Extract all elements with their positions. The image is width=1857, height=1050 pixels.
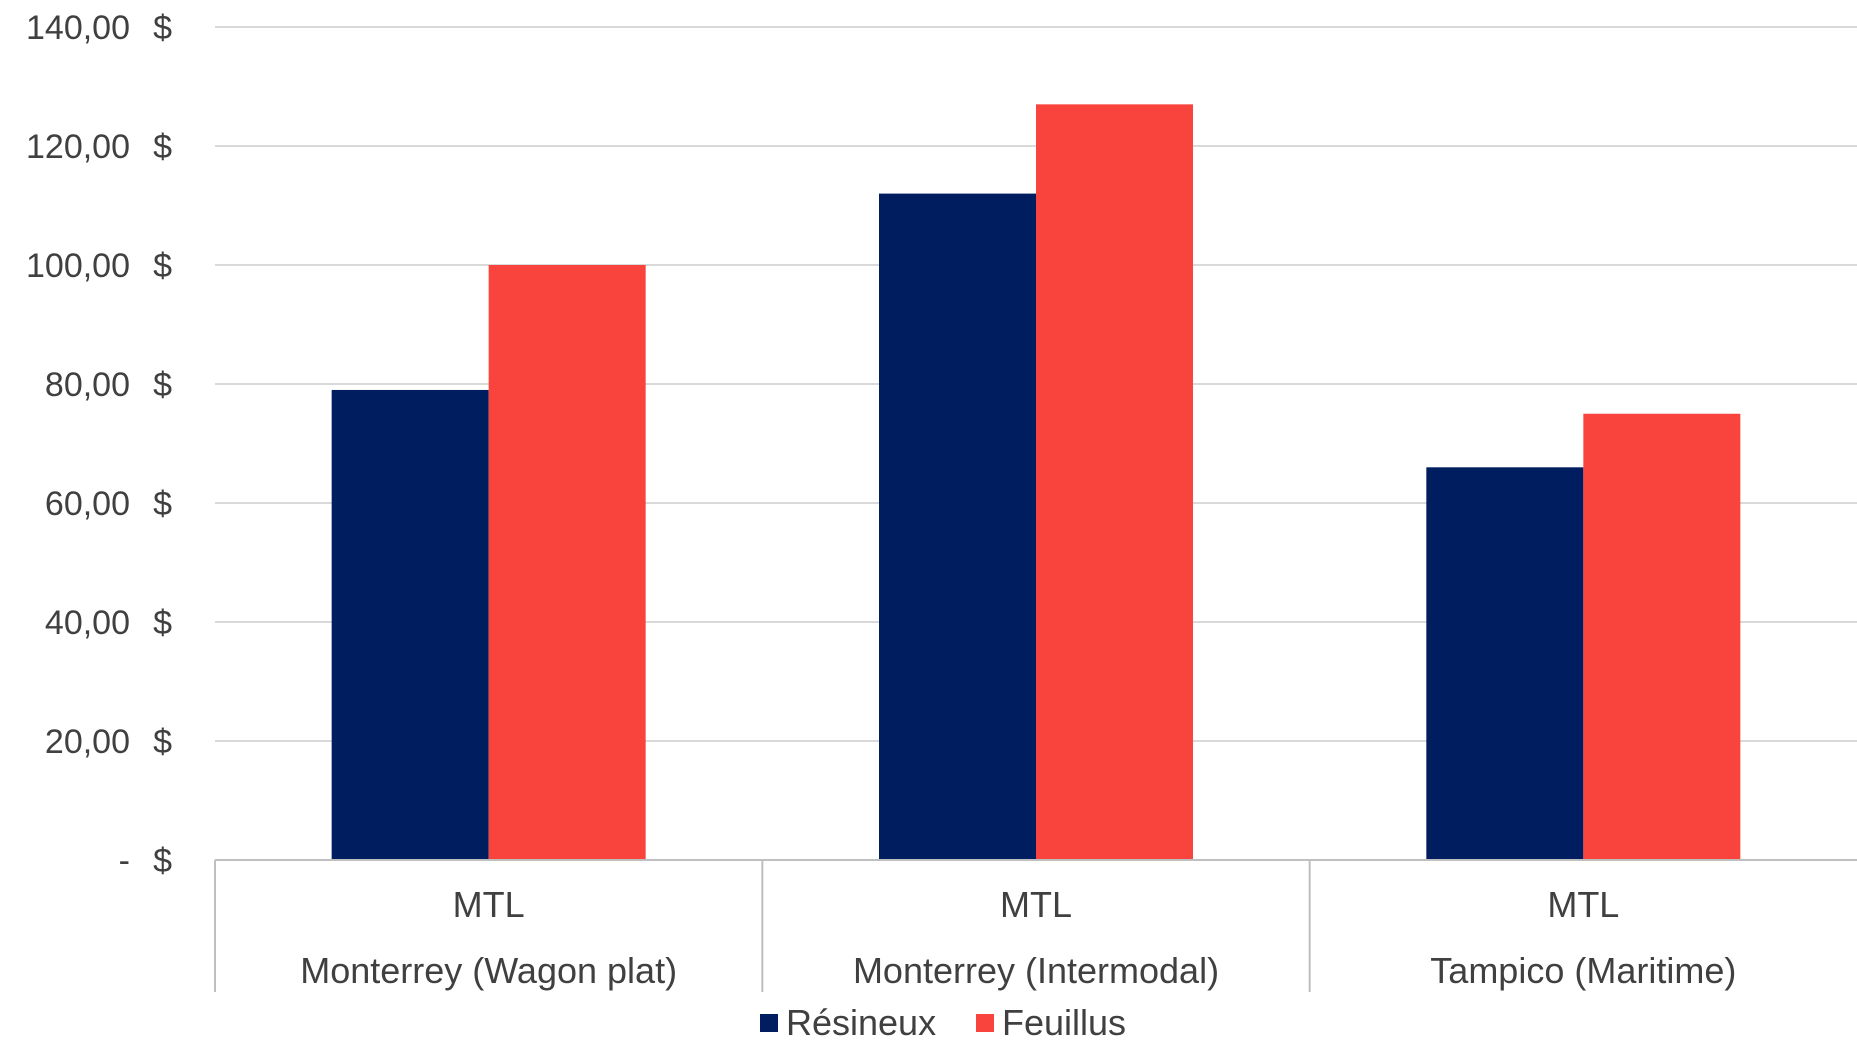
- bar-feuillus-3: [1583, 413, 1741, 860]
- y-tick-label: 120,00: [26, 128, 130, 166]
- y-tick-currency: $: [153, 9, 172, 47]
- legend-label: Feuillus: [1002, 1002, 1126, 1043]
- legend-label: Résineux: [786, 1002, 936, 1043]
- bar-r-sineux-1: [331, 389, 489, 860]
- bar-r-sineux-2: [879, 193, 1036, 861]
- legend-swatch: [976, 1014, 994, 1032]
- x-category-label-destination: Monterrey (Intermodal): [853, 950, 1219, 991]
- y-tick-currency: $: [153, 604, 172, 642]
- y-tick-label: 100,00: [26, 247, 130, 285]
- bars: [331, 104, 1741, 861]
- x-category-label-origin: MTL: [1547, 884, 1619, 925]
- y-tick-label: 80,00: [45, 366, 130, 404]
- y-tick-currency: $: [153, 247, 172, 285]
- legend: Résineux Feuillus: [760, 1002, 1126, 1043]
- y-tick-currency: $: [153, 485, 172, 523]
- bar-feuillus-1: [488, 265, 646, 860]
- x-category-label-origin: MTL: [453, 884, 525, 925]
- axes: - $20,00 $40,00 $60,00 $80,00 $100,00 $120,00 $…: [26, 9, 1857, 992]
- x-category-label-destination: Tampico (Maritime): [1430, 950, 1736, 991]
- y-tick-currency: $: [153, 723, 172, 761]
- bar-r-sineux-3: [1426, 467, 1584, 860]
- bar-feuillus-2: [1036, 104, 1193, 861]
- y-tick-currency: $: [153, 128, 172, 166]
- legend-swatch: [760, 1014, 778, 1032]
- y-tick-currency: $: [153, 366, 172, 404]
- x-category-label-origin: MTL: [1000, 884, 1072, 925]
- y-tick-currency: $: [153, 842, 172, 880]
- x-category-label-destination: Monterrey (Wagon plat): [300, 950, 677, 991]
- y-tick-label: 140,00: [26, 9, 130, 47]
- y-tick-label: 60,00: [45, 485, 130, 523]
- y-tick-label: 40,00: [45, 604, 130, 642]
- y-tick-label: -: [119, 842, 130, 880]
- y-tick-label: 20,00: [45, 723, 130, 761]
